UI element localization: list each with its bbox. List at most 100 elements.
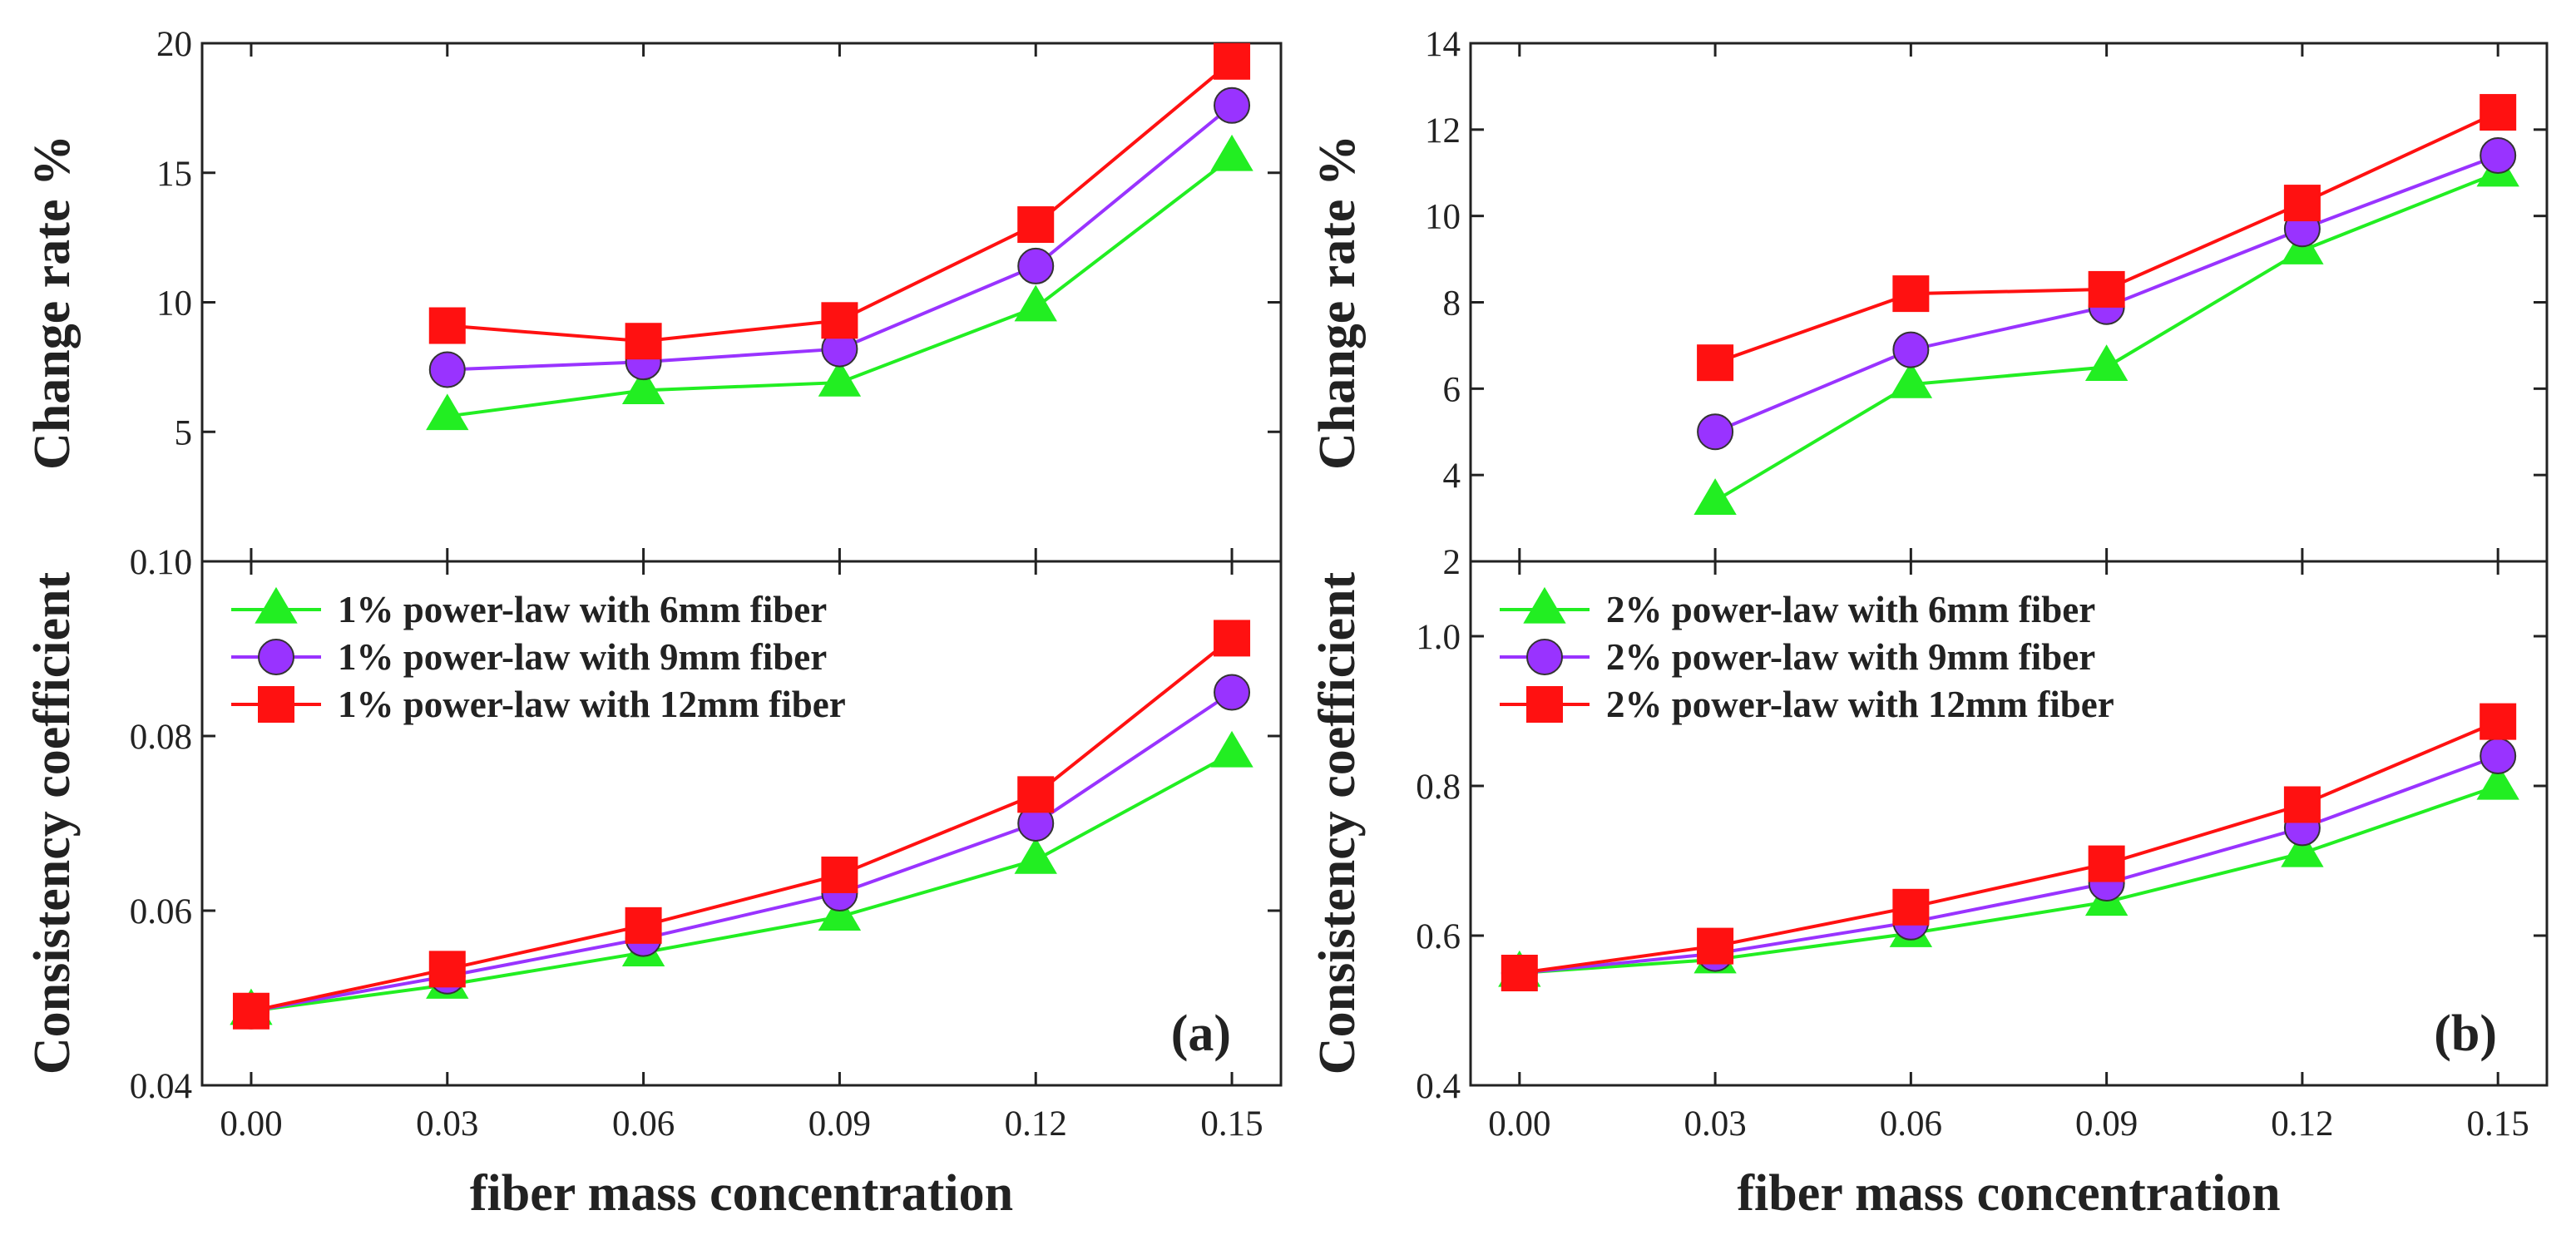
series-line — [250, 636, 1234, 1013]
legend-marker — [258, 639, 294, 675]
x-tick-label: 0.09 — [2075, 1104, 2138, 1144]
series-line — [1519, 719, 2499, 975]
data-point — [1892, 888, 1930, 926]
y-tick-label: 5 — [175, 413, 193, 452]
y-tick-label: 15 — [156, 155, 192, 194]
data-point — [1214, 620, 1251, 657]
legend-marker — [258, 686, 294, 723]
legend-marker — [1526, 639, 1563, 675]
y-tick-label: 4 — [1443, 457, 1461, 496]
plot-frame — [200, 42, 1283, 563]
y-tick-label: 0.4 — [1416, 1067, 1461, 1106]
x-tick-label: 0.12 — [2271, 1104, 2333, 1144]
data-point — [1210, 730, 1253, 768]
data-point — [426, 393, 469, 431]
y-tick-label: 2 — [1443, 543, 1461, 582]
legend-marker — [1523, 586, 1566, 624]
data-point — [821, 856, 858, 893]
data-point — [821, 302, 858, 339]
data-point — [2088, 270, 2125, 308]
plot-frame — [1469, 42, 2549, 563]
data-point — [2084, 344, 2129, 381]
data-point — [621, 368, 665, 405]
y-tick-label: 0.6 — [1416, 917, 1461, 956]
plot-frame — [1469, 560, 2549, 1087]
x-tick-label: 0.03 — [1684, 1104, 1746, 1144]
data-point — [2281, 830, 2324, 867]
legend-label: 2% power-law with 9mm fiber — [1606, 636, 2095, 678]
data-point — [1214, 86, 1251, 124]
x-tick-label: 0.03 — [416, 1104, 478, 1144]
data-point — [818, 359, 862, 397]
data-point — [1214, 674, 1251, 711]
data-point — [818, 894, 862, 931]
data-point — [1889, 361, 1933, 398]
data-point — [428, 951, 466, 988]
y-tick-label: 10 — [156, 284, 192, 324]
data-point — [625, 906, 662, 944]
y-tick-label: 10 — [1425, 198, 1461, 237]
data-point — [2283, 185, 2321, 222]
panel-label: (a) — [1171, 1005, 1231, 1062]
data-point — [232, 992, 269, 1030]
legend-label: 2% power-law with 6mm fiber — [1606, 589, 2095, 630]
legend-marker — [255, 586, 298, 624]
data-point — [2088, 845, 2125, 882]
data-point — [1697, 344, 1734, 382]
series-line — [250, 752, 1234, 1013]
legend-label: 1% power-law with 9mm fiber — [338, 636, 827, 678]
data-point — [2480, 94, 2517, 131]
x-tick-label: 0.06 — [612, 1104, 675, 1144]
y-axis-title: Change rate % — [1309, 135, 1366, 470]
data-point — [1014, 284, 1057, 322]
y-axis-title: Change rate % — [24, 135, 81, 470]
x-tick-label: 0.09 — [808, 1104, 871, 1144]
data-point — [1693, 478, 1737, 515]
series-line — [250, 690, 1234, 1013]
y-tick-label: 0.08 — [130, 718, 192, 757]
data-point — [428, 351, 466, 388]
data-point — [1892, 331, 1930, 368]
legend-label: 2% power-law with 12mm fiber — [1606, 684, 2114, 725]
series-line — [1519, 754, 2499, 975]
panel-label: (b) — [2434, 1005, 2497, 1062]
y-tick-label: 0 — [175, 543, 193, 582]
data-point — [625, 323, 662, 360]
data-point — [1501, 955, 1538, 991]
data-point — [1014, 837, 1057, 874]
y-tick-label: 0.10 — [130, 543, 192, 582]
series-line — [1519, 784, 2499, 975]
y-tick-label: 0.8 — [1416, 768, 1461, 807]
data-point — [1017, 247, 1055, 284]
x-tick-label: 0.06 — [1880, 1104, 1942, 1144]
data-point — [1210, 134, 1253, 171]
y-tick-label: 20 — [156, 25, 192, 64]
x-axis-title: fiber mass concentration — [1737, 1165, 2280, 1222]
data-point — [1892, 275, 1930, 313]
x-tick-label: 0.00 — [1488, 1104, 1550, 1144]
data-point — [1697, 413, 1734, 451]
x-tick-label: 0.00 — [220, 1104, 282, 1144]
x-tick-label: 0.15 — [1200, 1104, 1263, 1144]
y-tick-label: 14 — [1425, 25, 1461, 64]
legend-label: 1% power-law with 12mm fiber — [338, 684, 846, 725]
y-tick-label: 0.06 — [130, 892, 192, 931]
data-point — [2480, 136, 2517, 174]
data-point — [2476, 763, 2519, 800]
data-point — [1017, 776, 1055, 813]
y-tick-label: 0.04 — [130, 1067, 192, 1106]
y-tick-label: 12 — [1425, 111, 1461, 151]
x-axis-title: fiber mass concentration — [470, 1165, 1013, 1222]
data-point — [2480, 738, 2517, 774]
data-point — [428, 307, 466, 344]
series-line — [1714, 111, 2499, 365]
y-axis-title: Consistency coefficient — [1309, 571, 1366, 1074]
y-tick-label: 6 — [1443, 370, 1461, 409]
y-tick-label: 8 — [1443, 284, 1461, 324]
y-tick-label: 1.0 — [1416, 618, 1461, 657]
data-point — [2480, 703, 2517, 740]
legend-marker — [1526, 686, 1563, 723]
plot-frame — [200, 560, 1283, 1087]
data-point — [1017, 206, 1055, 244]
